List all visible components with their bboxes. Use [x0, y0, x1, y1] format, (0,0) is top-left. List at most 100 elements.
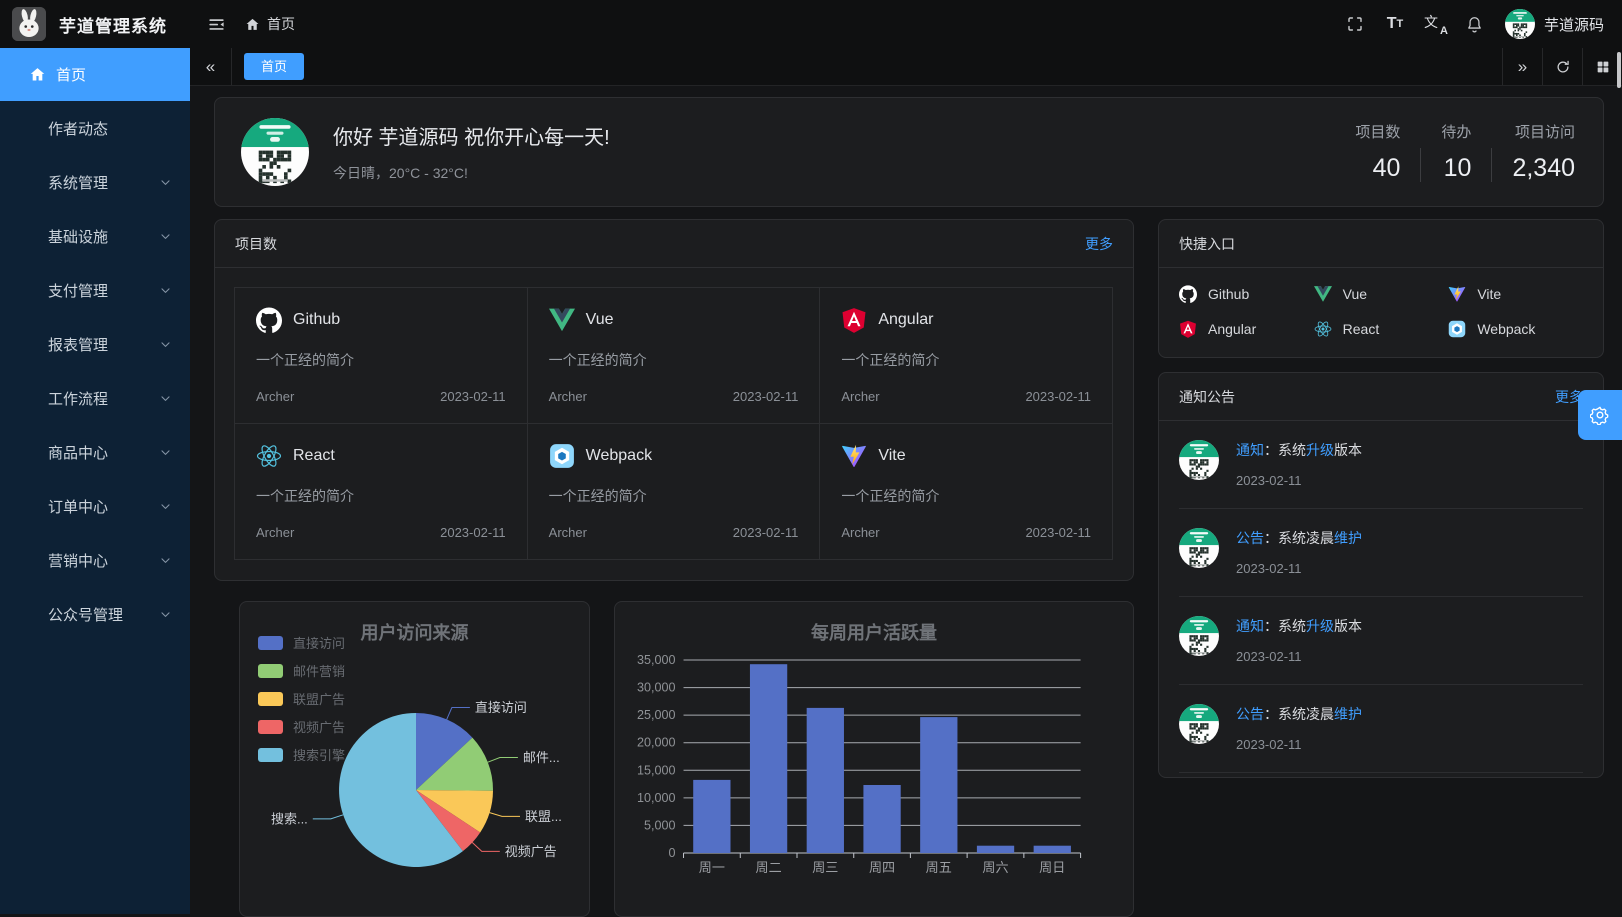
project-card-vite[interactable]: Vite 一个正经的简介 Archer 2023-02-11	[819, 423, 1113, 560]
vite-icon	[841, 443, 867, 469]
project-card-header: Vite	[841, 443, 1091, 469]
chevron-down-icon	[159, 446, 172, 459]
shortcut-label: Vite	[1477, 286, 1502, 302]
project-name: Github	[293, 311, 341, 328]
home-icon	[245, 17, 260, 32]
sidebar-item-10[interactable]: 公众号管理	[0, 587, 190, 641]
theme-settings-button[interactable]	[1578, 390, 1622, 440]
stat-value: 40	[1372, 154, 1401, 182]
svg-text:25,000: 25,000	[637, 708, 676, 722]
svg-text:搜索...: 搜索...	[271, 811, 308, 826]
notice-text: 公告：系统凌晨维护 2023-02-11	[1236, 704, 1362, 752]
shortcut-label: React	[1342, 321, 1380, 337]
sidebar-item-2[interactable]: 系统管理	[0, 155, 190, 209]
sidebar-item-5[interactable]: 报表管理	[0, 317, 190, 371]
legend-swatch	[258, 747, 283, 762]
legend-item-1[interactable]: 邮件营销	[258, 661, 345, 680]
project-description: 一个正经的简介	[841, 352, 940, 368]
breadcrumb[interactable]: 首页	[245, 14, 295, 34]
bar-chart[interactable]: 0 5,000 10,000 15,000 20,000 25,000 30,000 35,0…	[615, 602, 1133, 916]
menu-fold-icon[interactable]	[201, 9, 231, 39]
project-date: 2023-02-11	[732, 389, 799, 404]
legend-swatch	[258, 635, 283, 650]
notice-text: 通知：系统升级版本 2023-02-11	[1236, 616, 1362, 664]
shortcut-github[interactable]: Github	[1179, 285, 1314, 303]
sidebar-item-3[interactable]: 基础设施	[0, 209, 190, 263]
shortcut-label: Webpack	[1477, 321, 1536, 337]
user-menu[interactable]: 芋道源码	[1504, 9, 1604, 39]
notification-bell-button[interactable]	[1459, 8, 1491, 40]
notice-title: 通知：系统升级版本	[1236, 618, 1362, 634]
vue-icon	[1313, 285, 1332, 303]
sidebar-item-label: 报表管理	[48, 336, 109, 354]
legend-item-3[interactable]: 视频广告	[258, 717, 345, 736]
shortcut-label: Angular	[1208, 321, 1257, 337]
project-card-header: React	[256, 443, 506, 469]
legend-item-4[interactable]: 搜索引擎	[258, 745, 345, 764]
notice-date: 2023-02-11	[1236, 649, 1302, 664]
sidebar-item-8[interactable]: 订单中心	[0, 479, 190, 533]
project-footer: Archer 2023-02-11	[841, 389, 1091, 404]
notices-more-link[interactable]: 更多	[1555, 388, 1583, 405]
sidebar-item-7[interactable]: 商品中心	[0, 425, 190, 479]
svg-text:20,000: 20,000	[637, 736, 676, 750]
notice-item-0[interactable]: 通知：系统升级版本 2023-02-11	[1179, 421, 1583, 509]
tab-bar: « 首页 »	[190, 48, 1622, 86]
sidebar-item-9[interactable]: 营销中心	[0, 533, 190, 587]
stat-label: 项目数	[1355, 124, 1401, 141]
notice-item-2[interactable]: 通知：系统升级版本 2023-02-11	[1179, 597, 1583, 685]
project-date: 2023-02-11	[1025, 389, 1091, 404]
sidebar-item-1[interactable]: 作者动态	[0, 101, 190, 155]
notices-title: 通知公告	[1179, 388, 1235, 405]
notice-qr-avatar	[1179, 704, 1219, 752]
svg-text:30,000: 30,000	[637, 681, 676, 695]
scrollbar-thumb[interactable]	[1617, 52, 1621, 88]
sidebar-item-0[interactable]: 首页	[0, 48, 190, 101]
stat-label: 项目访问	[1514, 124, 1575, 141]
webpack-icon	[1448, 320, 1466, 338]
notice-item-3[interactable]: 公告：系统凌晨维护 2023-02-11	[1179, 685, 1583, 773]
greeting-title: 你好 芋道源码 祝你开心每一天!	[333, 127, 610, 149]
tabs-scroll-left-button[interactable]: «	[190, 48, 232, 85]
project-description: 一个正经的简介	[841, 488, 940, 504]
greeting-card: 你好 芋道源码 祝你开心每一天! 今日晴，20°C - 32°C! 项目数 40 待…	[214, 97, 1604, 207]
project-card-react[interactable]: React 一个正经的简介 Archer 2023-02-11	[234, 423, 528, 560]
sidebar-item-label: 支付管理	[48, 282, 109, 300]
sidebar-item-6[interactable]: 工作流程	[0, 371, 190, 425]
legend-item-0[interactable]: 直接访问	[258, 633, 345, 652]
svg-text:0: 0	[668, 846, 675, 860]
svg-text:周三: 周三	[812, 860, 838, 875]
fullscreen-button[interactable]	[1339, 8, 1371, 40]
project-footer: Archer 2023-02-11	[549, 389, 799, 404]
shortcut-vite[interactable]: Vite	[1448, 285, 1583, 303]
shortcut-vue[interactable]: Vue	[1313, 285, 1449, 303]
tab-home[interactable]: 首页	[244, 53, 305, 80]
chevron-down-icon	[159, 392, 172, 405]
project-card-vue[interactable]: Vue 一个正经的简介 Archer 2023-02-11	[526, 287, 821, 424]
sidebar-item-4[interactable]: 支付管理	[0, 263, 190, 317]
project-name: Vite	[878, 447, 906, 464]
layout-grid-button[interactable]	[1582, 48, 1622, 85]
projects-more-link[interactable]: 更多	[1085, 235, 1113, 252]
legend-item-2[interactable]: 联盟广告	[258, 689, 345, 708]
project-card-angular[interactable]: Angular 一个正经的简介 Archer 2023-02-11	[819, 287, 1113, 424]
greeting-stats: 项目数 40 待办 10 项目访问 2,340	[1335, 121, 1577, 183]
svg-text:直接访问: 直接访问	[475, 700, 527, 715]
project-card-webpack[interactable]: Webpack 一个正经的简介 Archer 2023-02-11	[526, 423, 821, 560]
shortcut-angular[interactable]: Angular	[1179, 320, 1314, 338]
shortcut-webpack[interactable]: Webpack	[1448, 320, 1583, 338]
notice-item-1[interactable]: 公告：系统凌晨维护 2023-02-11	[1179, 509, 1583, 597]
project-author: Archer	[256, 525, 295, 540]
project-card-github[interactable]: Github 一个正经的简介 Archer 2023-02-11	[234, 287, 528, 424]
notice-text: 通知：系统升级版本 2023-02-11	[1236, 440, 1362, 488]
legend-label: 联盟广告	[293, 692, 346, 707]
project-date: 2023-02-11	[1025, 525, 1091, 540]
pie-chart[interactable]: 直接访问 邮件... 联盟... 视频广告 搜索...	[240, 602, 589, 916]
refresh-button[interactable]	[1542, 48, 1582, 85]
shortcut-react[interactable]: React	[1314, 320, 1449, 338]
tabs-scroll-right-button[interactable]: »	[1502, 48, 1542, 85]
